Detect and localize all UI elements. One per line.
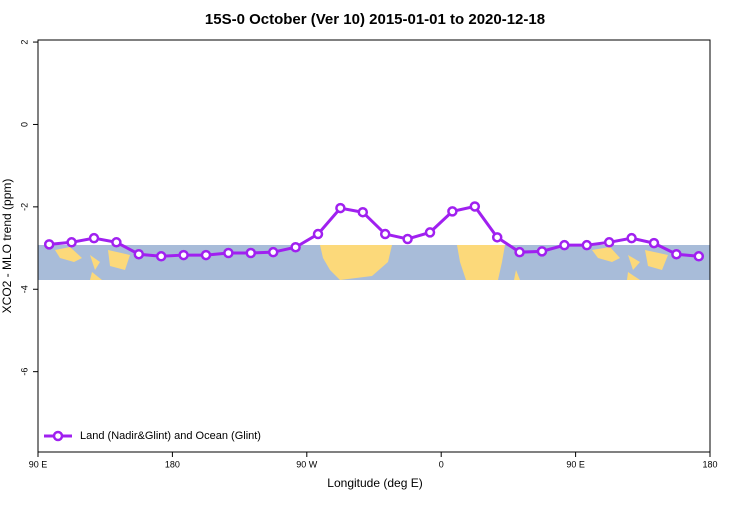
point (88, 232, 100, 244)
point (536, 246, 548, 257)
chart-title: 15S-0 October (Ver 10) 2015-01-01 to 202… (205, 11, 545, 28)
y-tick-label: -6 (19, 368, 29, 376)
point (245, 247, 257, 259)
point (424, 227, 436, 238)
legend-label: Land (Nadir&Glint) and Ocean (Glint) (80, 430, 261, 442)
y-tick-label: -2 (19, 203, 29, 211)
point (603, 237, 615, 248)
x-tick-label: 90 E (29, 459, 48, 469)
point (357, 206, 369, 218)
x-tick-label: 0 (439, 459, 444, 469)
y-tick-label: -4 (19, 285, 29, 293)
point (447, 206, 458, 217)
x-tick-label: 90 W (296, 459, 318, 469)
point (491, 232, 503, 243)
x-tick-label: 90 E (566, 459, 585, 469)
map-strip (38, 245, 710, 280)
point (469, 201, 481, 212)
point (581, 239, 593, 251)
point (66, 237, 77, 248)
y-axis-label: XCO2 - MLO trend (ppm) (0, 179, 14, 314)
point (648, 237, 660, 249)
point (200, 249, 212, 261)
point (559, 239, 570, 251)
point (111, 237, 122, 248)
point (178, 249, 189, 261)
point (133, 248, 145, 260)
point (155, 251, 167, 262)
y-tick-label: 2 (19, 40, 29, 45)
point (312, 228, 324, 240)
point (626, 232, 637, 244)
point (43, 239, 55, 250)
point (514, 246, 525, 258)
point (223, 247, 234, 259)
x-tick-label: 180 (165, 459, 180, 469)
point (693, 251, 705, 262)
x-axis-label: Longitude (deg E) (327, 476, 422, 490)
plot-frame (37, 39, 711, 453)
legend-marker (52, 430, 64, 442)
point (335, 202, 346, 214)
point (267, 246, 279, 258)
point (379, 228, 391, 240)
point (402, 233, 413, 245)
point (290, 241, 301, 253)
x-tick-label: 180 (702, 459, 717, 469)
point (671, 248, 682, 260)
y-tick-label: 0 (19, 122, 29, 127)
